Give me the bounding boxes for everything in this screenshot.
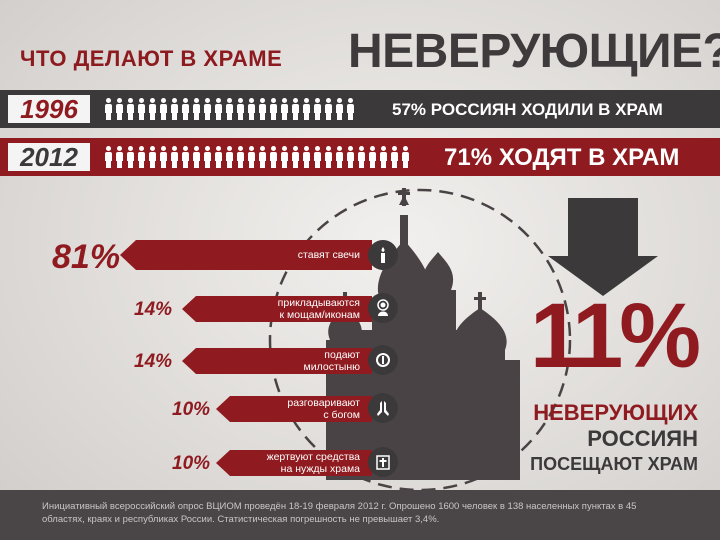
person-icon [335, 98, 344, 120]
result-line-2: РОССИЯН [587, 426, 698, 451]
person-icon [181, 146, 190, 168]
activity-arrow [216, 450, 372, 476]
coin-icon [368, 345, 398, 375]
title-question-part: ЧТО ДЕЛАЮТ В ХРАМЕ [20, 46, 283, 71]
person-icon [236, 146, 245, 168]
activity-arrow [182, 348, 372, 374]
year-band-1996: 1996 57% РОССИЯН ХОДИЛИ В ХРАМ [0, 90, 720, 128]
praying-hands-icon [368, 393, 398, 423]
person-icon [269, 98, 278, 120]
survey-footnote: Инициативный всероссийский опрос ВЦИОМ п… [0, 490, 720, 540]
person-icon [379, 146, 388, 168]
person-icon [214, 146, 223, 168]
year-stat-text: 57% РОССИЯН ХОДИЛИ В ХРАМ [392, 100, 663, 119]
activity-label: прикладываются к мощам/иконам [277, 297, 360, 321]
person-icon [159, 146, 168, 168]
person-icon [126, 146, 135, 168]
person-icon [324, 98, 333, 120]
person-icon [302, 98, 311, 120]
year-band-2012: 2012 71% ХОДЯТ В ХРАМ [0, 138, 720, 176]
person-icon [225, 98, 234, 120]
person-icon [236, 98, 245, 120]
person-icon [159, 98, 168, 120]
person-icon [192, 98, 201, 120]
icon-saint-icon [368, 293, 398, 323]
year-tag: 1996 [8, 93, 90, 124]
person-icon [313, 98, 322, 120]
person-icon [203, 98, 212, 120]
activity-arrow [120, 240, 372, 270]
person-icon [390, 146, 399, 168]
person-icon [192, 146, 201, 168]
person-icon [269, 146, 278, 168]
activity-percent: 14% [134, 351, 173, 372]
person-icon [170, 146, 179, 168]
result-line-3: ПОСЕЩАЮТ ХРАМ [530, 454, 698, 474]
dashed-circle [268, 188, 572, 492]
donation-box-icon [368, 447, 398, 477]
activity-label: жертвуют средства на нужды храма [266, 451, 360, 475]
people-row-1996 [104, 98, 355, 120]
activity-percent: 10% [172, 453, 211, 474]
person-icon [115, 98, 124, 120]
activity-percent: 10% [172, 399, 211, 420]
person-icon [291, 146, 300, 168]
title-highlight: НЕВЕРУЮЩИЕ? [348, 25, 720, 78]
person-icon [126, 98, 135, 120]
person-icon [137, 98, 146, 120]
person-icon [258, 146, 267, 168]
person-icon [258, 98, 267, 120]
person-icon [313, 146, 322, 168]
person-icon [346, 146, 355, 168]
person-icon [225, 146, 234, 168]
result-percent: 11% [530, 285, 701, 387]
person-icon [137, 146, 146, 168]
person-icon [203, 146, 212, 168]
person-icon [247, 146, 256, 168]
people-row-2012 [104, 146, 410, 168]
activity-arrow [216, 396, 372, 422]
person-icon [104, 146, 113, 168]
year-label: 1996 [20, 93, 78, 124]
person-icon [280, 146, 289, 168]
year-tag: 2012 [8, 141, 90, 172]
person-icon [280, 98, 289, 120]
result-line-1: НЕВЕРУЮЩИХ [533, 400, 698, 425]
person-icon [115, 146, 124, 168]
activity-arrow [182, 296, 372, 322]
person-icon [302, 146, 311, 168]
person-icon [346, 98, 355, 120]
activity-percent: 14% [134, 299, 173, 320]
year-label: 2012 [20, 141, 78, 172]
person-icon [324, 146, 333, 168]
person-icon [335, 146, 344, 168]
person-icon [247, 98, 256, 120]
person-icon [291, 98, 300, 120]
activity-percent: 81% [52, 238, 121, 276]
person-icon [170, 98, 179, 120]
down-arrow [548, 198, 658, 296]
person-icon [104, 98, 113, 120]
person-icon [148, 146, 157, 168]
person-icon [214, 98, 223, 120]
candle-icon [368, 240, 398, 270]
church-silhouette [326, 188, 520, 480]
activity-label: ставят свечи [297, 249, 360, 261]
person-icon [401, 146, 410, 168]
person-icon [357, 146, 366, 168]
person-icon [368, 146, 377, 168]
person-icon [181, 98, 190, 120]
activity-label: подают милостыню [303, 349, 360, 373]
person-icon [148, 98, 157, 120]
activity-label: разговаривают с богом [287, 397, 360, 421]
year-stat-text: 71% ХОДЯТ В ХРАМ [444, 144, 680, 171]
